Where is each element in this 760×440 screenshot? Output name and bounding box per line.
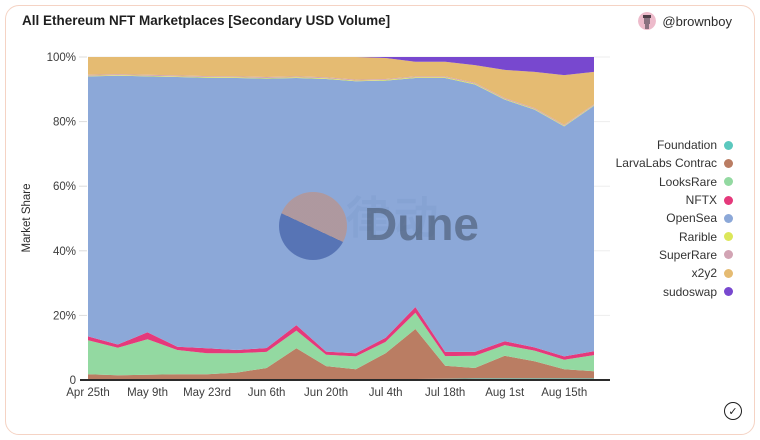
- legend-label: LarvaLabs Contrac: [615, 156, 717, 171]
- legend-item-rarible[interactable]: Rarible: [616, 227, 733, 245]
- x-tick-label: May 23rd: [183, 387, 231, 399]
- legend-color-dot: [724, 287, 733, 297]
- x-tick-label: Jun 6th: [248, 387, 286, 399]
- y-tick-label: 0: [70, 375, 76, 387]
- y-tick-label: 20%: [53, 310, 76, 322]
- chart-title: All Ethereum NFT Marketplaces [Secondary…: [22, 13, 391, 28]
- user-avatar-icon[interactable]: [638, 12, 657, 30]
- x-tick-label: Jul 4th: [369, 387, 403, 399]
- legend-color-dot: [724, 213, 733, 223]
- series-area-opensea: [88, 75, 594, 357]
- legend-color-dot: [724, 195, 733, 205]
- series-area-looksrare: [88, 312, 594, 376]
- legend-item-foundation[interactable]: Foundation: [616, 136, 733, 154]
- y-tick-label: 60%: [53, 181, 76, 193]
- legend-color-dot: [724, 232, 733, 242]
- series-area-larvalabs-contrac: [88, 329, 594, 379]
- author-block[interactable]: @brownboy: [638, 12, 732, 30]
- legend-label: sudoswap: [662, 284, 717, 299]
- chart-legend: Foundation LarvaLabs Contrac LooksRare NFTX…: [616, 136, 733, 301]
- legend-item-looksrare[interactable]: LooksRare: [616, 173, 733, 191]
- y-tick-label: 100%: [47, 52, 76, 64]
- x-tick-label: Apr 25th: [66, 387, 109, 399]
- legend-color-dot: [724, 140, 733, 150]
- x-tick-label: Aug 15th: [541, 387, 587, 399]
- x-tick-label: May 9th: [127, 387, 168, 399]
- y-axis-title: Market Share: [21, 183, 33, 252]
- y-tick-label: 40%: [53, 246, 76, 258]
- series-area-sudoswap: [88, 57, 594, 76]
- x-tick-label: Jun 20th: [304, 387, 348, 399]
- legend-item-larvalabs-contrac[interactable]: LarvaLabs Contrac: [616, 154, 733, 172]
- legend-color-dot: [724, 177, 733, 187]
- legend-color-dot: [724, 158, 733, 168]
- legend-label: LooksRare: [658, 174, 717, 189]
- legend-label: Rarible: [678, 229, 717, 244]
- legend-label: SuperRare: [658, 247, 717, 262]
- legend-label: x2y2: [691, 266, 717, 281]
- legend-item-nftx[interactable]: NFTX: [616, 191, 733, 209]
- x-tick-label: Jul 18th: [425, 387, 465, 399]
- legend-color-dot: [724, 268, 733, 278]
- legend-label: Foundation: [656, 138, 717, 153]
- legend-label: NFTX: [685, 193, 717, 208]
- legend-color-dot: [724, 250, 733, 260]
- legend-item-x2y2[interactable]: x2y2: [616, 264, 733, 282]
- legend-item-sudoswap[interactable]: sudoswap: [616, 282, 733, 300]
- series-area-x2y2: [88, 57, 594, 125]
- check-circle-icon[interactable]: ✓: [724, 402, 742, 420]
- x-tick-label: Aug 1st: [485, 387, 525, 399]
- user-handle[interactable]: @brownboy: [662, 13, 732, 29]
- y-tick-label: 80%: [53, 117, 76, 129]
- legend-label: OpenSea: [666, 211, 717, 226]
- legend-item-opensea[interactable]: OpenSea: [616, 209, 733, 227]
- legend-item-superrare[interactable]: SuperRare: [616, 246, 733, 264]
